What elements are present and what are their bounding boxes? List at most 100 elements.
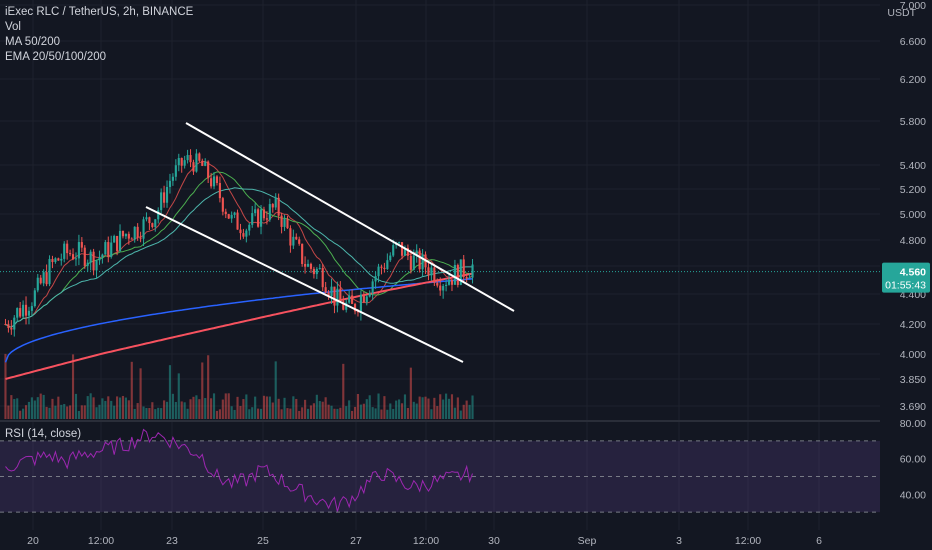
volume-bar — [116, 396, 119, 419]
candle-body — [113, 235, 116, 243]
volume-bar — [292, 396, 295, 419]
candle-body — [309, 263, 313, 269]
candle-body — [36, 277, 39, 291]
volume-bar — [160, 408, 163, 419]
candle-body — [168, 180, 172, 187]
volume-bar — [174, 401, 177, 419]
ema20-line — [5, 160, 473, 328]
candle-body — [218, 182, 221, 199]
candle-body — [456, 264, 459, 285]
candle-body — [201, 160, 204, 166]
ma200-line — [4, 278, 473, 363]
volume-bar — [365, 399, 368, 419]
candle-body — [439, 285, 442, 291]
candle-body — [254, 209, 257, 214]
volume-bar — [54, 405, 57, 419]
candle-body — [57, 258, 60, 261]
time-tick-label: Sep — [578, 535, 597, 547]
candle-body — [77, 242, 80, 259]
candle-body — [348, 295, 351, 303]
candle-body — [265, 218, 268, 220]
candle-body — [330, 286, 333, 297]
candle-body — [66, 243, 69, 254]
rsi-panel[interactable] — [0, 428, 880, 513]
candle-body — [283, 218, 286, 227]
time-axis[interactable]: 20 12:00 23 25 27 12:00 30 Sep 3 12:00 6 — [27, 535, 822, 547]
candle-body — [127, 233, 130, 239]
volume-bar — [57, 396, 60, 419]
volume-bar — [183, 402, 186, 419]
volume-bar — [142, 406, 145, 419]
volume-bar — [439, 394, 442, 419]
volume-bar — [168, 365, 172, 419]
volume-bar — [151, 402, 154, 419]
candle-body — [251, 213, 254, 225]
price-tick-label: 6.200 — [900, 74, 926, 86]
candle-body — [374, 276, 377, 282]
legend-ma[interactable]: MA 50/200 — [5, 36, 60, 48]
candle-body — [16, 308, 19, 318]
volume-bar — [13, 399, 16, 419]
time-tick-label: 20 — [27, 535, 39, 547]
volume-bar — [163, 400, 166, 419]
chart-legend: iExec RLC / TetherUS, 2h, BINANCE Vol MA… — [5, 5, 193, 65]
price-axis[interactable]: 7.000 6.600 6.200 5.800 5.400 5.200 5.000 4.800… — [880, 0, 932, 550]
volume-bar — [312, 403, 315, 419]
volume-bar — [230, 406, 233, 419]
candle-body — [236, 212, 239, 230]
volume-bar — [63, 404, 66, 419]
volume-bar — [265, 396, 268, 419]
candles[interactable] — [4, 149, 474, 337]
rsi-legend[interactable]: RSI (14, close) — [5, 428, 82, 440]
volume-bar — [165, 401, 169, 419]
volume-bar — [180, 401, 183, 419]
candle-body — [227, 214, 230, 219]
candle-body — [327, 292, 330, 297]
volume-bar — [139, 368, 142, 419]
candle-body — [398, 242, 401, 244]
candle-body — [233, 212, 236, 215]
candle-body — [33, 290, 36, 307]
volume-bar — [148, 407, 151, 419]
candle-body — [442, 285, 445, 291]
trend-channel[interactable] — [145, 122, 515, 363]
volume-bar — [301, 407, 304, 419]
time-tick-label: 25 — [257, 535, 269, 547]
symbol-title[interactable]: iExec RLC / TetherUS, 2h, BINANCE — [5, 6, 194, 18]
legend-ema[interactable]: EMA 20/50/100/200 — [5, 51, 107, 63]
volume-bar — [298, 410, 301, 419]
volume-bar — [359, 404, 362, 419]
candle-body — [189, 155, 192, 163]
volume-bar — [456, 397, 459, 419]
candle-body — [462, 259, 465, 277]
volume-bar — [71, 354, 75, 419]
candle-body — [459, 259, 462, 285]
candle-body — [4, 324, 7, 325]
candle-body — [45, 272, 48, 285]
volume-bar — [248, 409, 251, 419]
volume-bar — [27, 401, 31, 419]
volume-bar — [445, 393, 448, 419]
candle-body — [177, 157, 180, 166]
candle-body — [89, 251, 92, 263]
volume-bar — [210, 398, 213, 419]
volume-bar — [433, 397, 436, 419]
candle-body — [400, 242, 404, 256]
candle-body — [471, 264, 474, 278]
candle-body — [183, 160, 186, 166]
candle-body — [24, 304, 28, 316]
volume-bar — [136, 403, 139, 419]
ema200-line — [5, 272, 473, 380]
volume-bar — [254, 396, 257, 419]
volume-bar — [215, 410, 219, 419]
volume-bar — [421, 397, 424, 419]
legend-vol[interactable]: Vol — [5, 21, 21, 33]
candle-body — [136, 226, 139, 238]
volume-bar — [315, 394, 318, 419]
volume-bar — [386, 409, 389, 419]
candle-body — [465, 276, 468, 279]
volume-bar — [374, 408, 377, 419]
volume-bar — [74, 393, 78, 419]
volume-bar — [110, 400, 113, 419]
